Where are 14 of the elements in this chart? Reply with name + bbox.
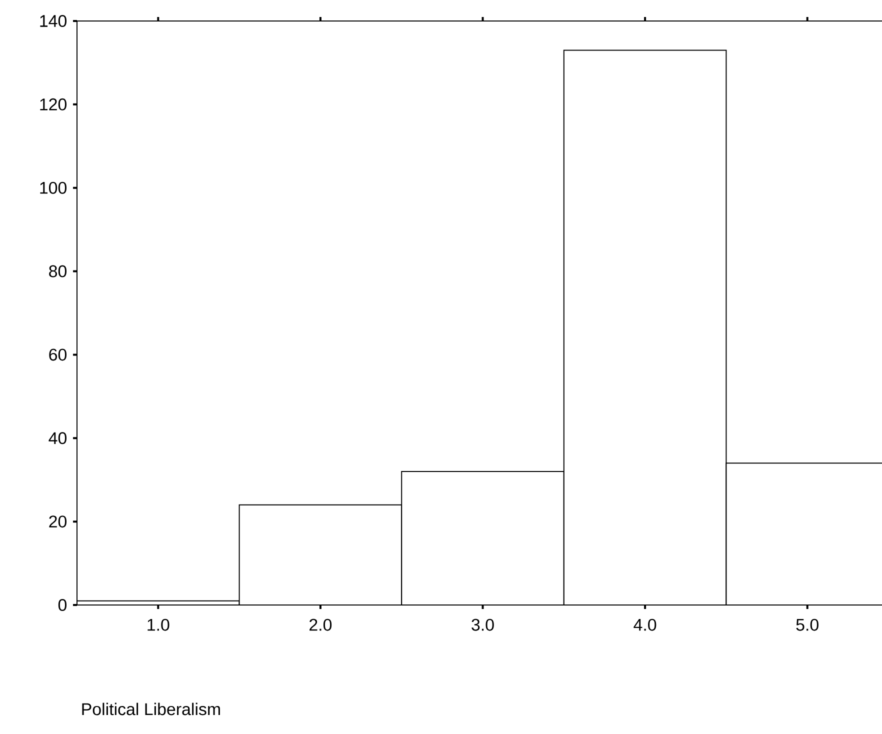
- x-tick-label: 4.0: [634, 618, 656, 631]
- y-tick-label: 100: [40, 182, 67, 194]
- y-tick-label: 80: [49, 265, 67, 278]
- x-axis-title: Political Liberalism: [82, 702, 220, 716]
- x-tick-label: 5.0: [796, 618, 818, 631]
- y-tick-label: 20: [49, 516, 67, 528]
- y-tick-label: 120: [40, 98, 67, 110]
- y-tick-label: 40: [48, 432, 67, 444]
- x-tick-label: 3.0: [472, 618, 494, 631]
- y-tick-label: 60: [49, 348, 67, 361]
- y-tick-label: 140: [40, 14, 67, 27]
- x-tick-label: 2.0: [310, 618, 332, 631]
- x-tick-label: 1.0: [148, 618, 170, 631]
- y-tick-label: 0: [58, 599, 67, 611]
